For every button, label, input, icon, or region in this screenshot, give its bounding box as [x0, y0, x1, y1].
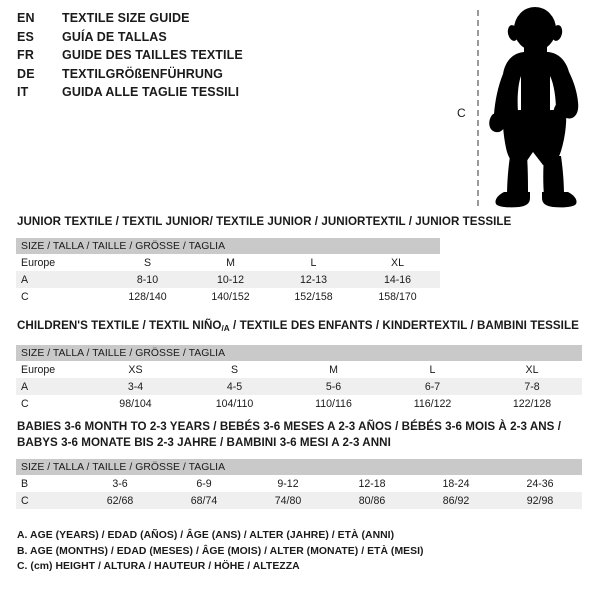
footnote-a: A. AGE (YEARS) / EDAD (AÑOS) / ÂGE (ANS)… [17, 530, 395, 541]
language-code: ES [17, 29, 35, 44]
language-row: FR GUIDE DES TAILLES TEXTILE [17, 48, 437, 67]
table-cell: 7-8 [482, 378, 583, 395]
table-cell: 24-36 [498, 475, 583, 492]
language-title: TEXTILE SIZE GUIDE [62, 11, 190, 25]
language-title: TEXTILGRÖßENFÜHRUNG [62, 66, 223, 81]
footnote-b: B. AGE (MONTHS) / EDAD (MESES) / ÂGE (MO… [17, 545, 424, 557]
table-band-header-row: SIZE / TALLA / TAILLE / GRÖSSE / TAGLIA [16, 459, 583, 475]
table-cell: S [106, 254, 189, 271]
table-cell: 3-6 [78, 475, 162, 492]
table-cell: 6-9 [162, 475, 246, 492]
row-label: C [16, 492, 78, 509]
children-title-subscript: /A [221, 323, 230, 333]
table-cell: 98/104 [86, 395, 185, 412]
table-band-header-row: SIZE / TALLA / TAILLE / GRÖSSE / TAGLIA [16, 345, 583, 361]
table-cell: 116/122 [383, 395, 482, 412]
children-section-title: CHILDREN'S TEXTILE / TEXTIL NIÑO/A / TEX… [17, 318, 579, 334]
toddler-silhouette-icon [489, 7, 579, 208]
table-cell: 6-7 [383, 378, 482, 395]
language-title: GUIDA ALLE TAGLIE TESSILI [62, 85, 240, 99]
table-cell: M [284, 361, 383, 378]
table-cell: 62/68 [78, 492, 162, 509]
height-measure-label: C [457, 106, 466, 120]
band-label: SIZE / TALLA / TAILLE / GRÖSSE / TAGLIA [16, 238, 441, 254]
table-cell: 140/152 [189, 288, 272, 305]
table-row: Europe S M L XL [16, 254, 441, 271]
table-cell: 10-12 [189, 271, 272, 288]
table-cell: 86/92 [414, 492, 498, 509]
babies-size-table: SIZE / TALLA / TAILLE / GRÖSSE / TAGLIA … [16, 459, 583, 509]
children-title-pre: CHILDREN'S TEXTILE / TEXTIL NIÑO [17, 319, 222, 332]
children-title-post: / TEXTILE DES ENFANTS / KINDERTEXTIL / B… [229, 319, 579, 332]
language-code: IT [17, 85, 29, 99]
table-cell: 8-10 [106, 271, 189, 288]
table-row: C 62/68 68/74 74/80 80/86 86/92 92/98 [16, 492, 583, 509]
band-label: SIZE / TALLA / TAILLE / GRÖSSE / TAGLIA [16, 345, 583, 361]
table-row: B 3-6 6-9 9-12 12-18 18-24 24-36 [16, 475, 583, 492]
footnote-c: C. (cm) HEIGHT / ALTURA / HAUTEUR / HÖHE… [17, 561, 300, 573]
table-cell: 128/140 [106, 288, 189, 305]
table-cell: 68/74 [162, 492, 246, 509]
table-cell: 80/86 [330, 492, 414, 509]
table-cell: 158/170 [355, 288, 441, 305]
language-row: IT GUIDA ALLE TAGLIE TESSILI [17, 85, 437, 104]
junior-section-title: JUNIOR TEXTILE / TEXTIL JUNIOR/ TEXTILE … [17, 215, 512, 228]
babies-section-title-line1: BABIES 3-6 MONTH TO 2-3 YEARS / BEBÉS 3-… [17, 420, 562, 433]
table-row: A 3-4 4-5 5-6 6-7 7-8 [16, 378, 583, 395]
babies-section-title-line2: BABYS 3-6 MONATE BIS 2-3 JAHRE / BAMBINI… [17, 436, 391, 449]
row-label: Europe [16, 361, 86, 378]
table-row: C 128/140 140/152 152/158 158/170 [16, 288, 441, 305]
table-cell: XS [86, 361, 185, 378]
row-label: A [16, 378, 86, 395]
table-cell: L [272, 254, 355, 271]
language-title: GUIDE DES TAILLES TEXTILE [62, 48, 243, 62]
row-label: Europe [16, 254, 106, 271]
row-label: B [16, 475, 78, 492]
language-code: DE [17, 66, 35, 81]
table-cell: 4-5 [185, 378, 284, 395]
table-cell: 3-4 [86, 378, 185, 395]
table-cell: 122/128 [482, 395, 583, 412]
legend-footnotes: A. AGE (YEARS) / EDAD (AÑOS) / ÂGE (ANS)… [17, 528, 577, 575]
table-row: C 98/104 104/110 110/116 116/122 122/128 [16, 395, 583, 412]
height-measure-dashed-line [477, 10, 479, 206]
language-code: EN [17, 11, 35, 25]
table-cell: 92/98 [498, 492, 583, 509]
table-cell: 9-12 [246, 475, 330, 492]
band-label: SIZE / TALLA / TAILLE / GRÖSSE / TAGLIA [16, 459, 583, 475]
table-cell: XL [482, 361, 583, 378]
table-cell: S [185, 361, 284, 378]
table-cell: 104/110 [185, 395, 284, 412]
row-label: C [16, 288, 106, 305]
table-row: Europe XS S M L XL [16, 361, 583, 378]
table-cell: 12-13 [272, 271, 355, 288]
table-cell: XL [355, 254, 441, 271]
language-title: GUÍA DE TALLAS [62, 29, 167, 44]
table-cell: 12-18 [330, 475, 414, 492]
row-label: A [16, 271, 106, 288]
table-cell: 110/116 [284, 395, 383, 412]
row-label: C [16, 395, 86, 412]
language-row: ES GUÍA DE TALLAS [17, 30, 437, 49]
language-code: FR [17, 48, 35, 62]
table-cell: 18-24 [414, 475, 498, 492]
table-band-header-row: SIZE / TALLA / TAILLE / GRÖSSE / TAGLIA [16, 238, 441, 254]
language-header-block: EN TEXTILE SIZE GUIDE ES GUÍA DE TALLAS … [17, 11, 437, 104]
height-measurement-illustration: C [440, 0, 600, 212]
children-size-table: SIZE / TALLA / TAILLE / GRÖSSE / TAGLIA … [16, 345, 583, 412]
junior-size-table: SIZE / TALLA / TAILLE / GRÖSSE / TAGLIA … [16, 238, 441, 305]
table-cell: 5-6 [284, 378, 383, 395]
language-row: EN TEXTILE SIZE GUIDE [17, 11, 437, 30]
table-row: A 8-10 10-12 12-13 14-16 [16, 271, 441, 288]
table-cell: M [189, 254, 272, 271]
table-cell: 14-16 [355, 271, 441, 288]
table-cell: 152/158 [272, 288, 355, 305]
language-row: DE TEXTILGRÖßENFÜHRUNG [17, 67, 437, 86]
table-cell: L [383, 361, 482, 378]
table-cell: 74/80 [246, 492, 330, 509]
